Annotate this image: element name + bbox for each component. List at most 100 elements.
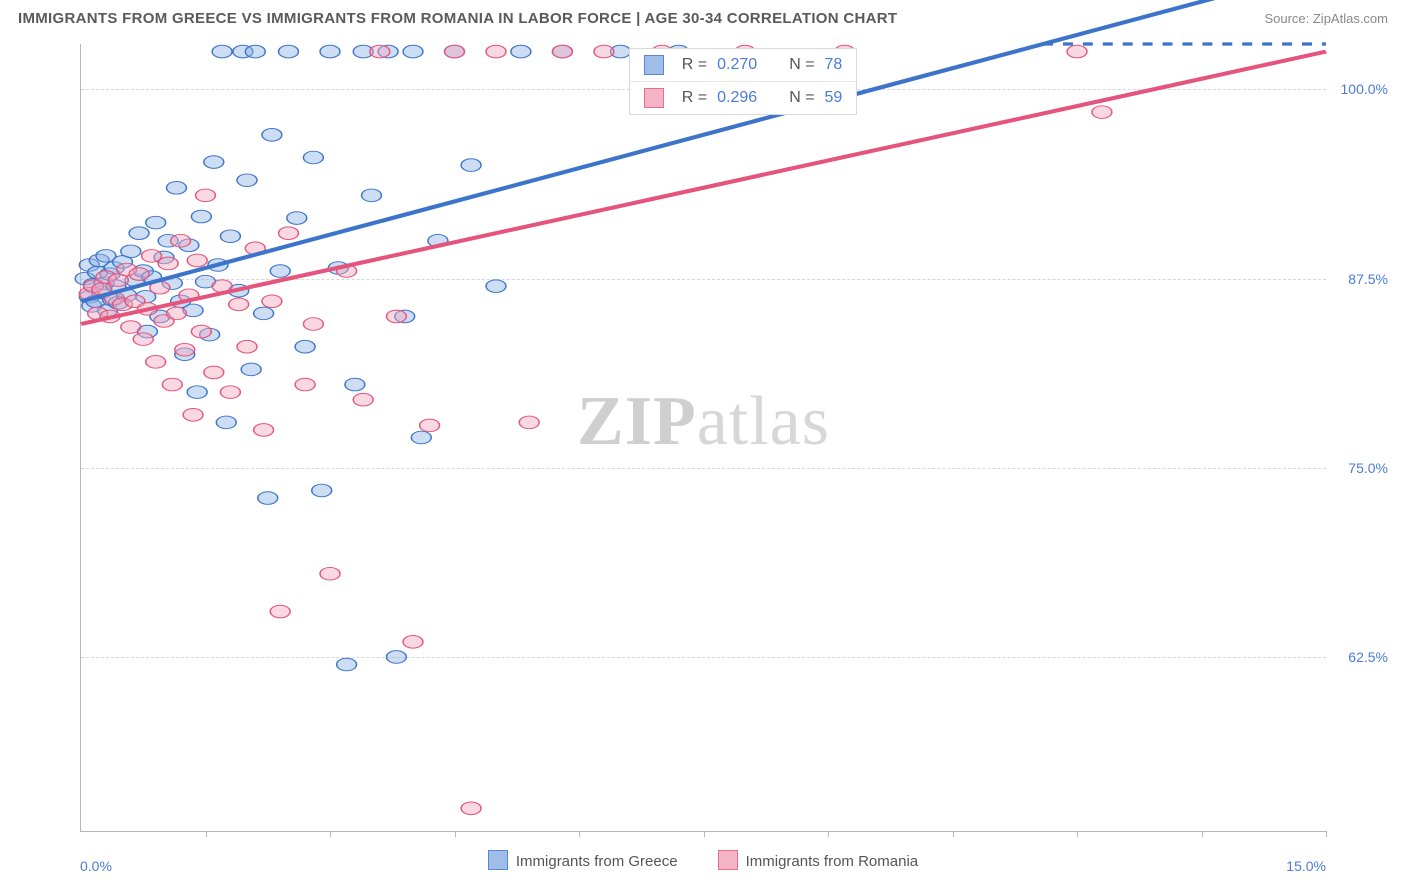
legend-R-value: 0.270 [717, 56, 757, 74]
scatter-point-romania [229, 298, 249, 311]
y-tick-label: 100.0% [1332, 81, 1388, 97]
series-label-greece: Immigrants from Greece [516, 853, 678, 870]
plot-area: ZIPatlas R =0.270N =78R =0.296N =59 62.5… [80, 44, 1326, 832]
trend-line-greece [81, 0, 1326, 301]
x-tick-mark [1202, 831, 1203, 837]
scatter-point-romania [129, 268, 149, 281]
scatter-point-romania [279, 227, 299, 240]
scatter-point-greece [279, 45, 299, 58]
scatter-point-greece [511, 45, 531, 58]
scatter-point-romania [254, 424, 274, 437]
x-tick-mark [455, 831, 456, 837]
scatter-point-greece [461, 159, 481, 172]
plot-area-wrap: ZIPatlas R =0.270N =78R =0.296N =59 62.5… [50, 44, 1388, 832]
scatter-point-romania [175, 343, 195, 356]
series-legend-item-greece: Immigrants from Greece [488, 850, 678, 870]
scatter-point-romania [386, 310, 406, 323]
scatter-point-greece [362, 189, 382, 202]
legend-N-value: 59 [825, 89, 843, 107]
legend-R-label: R = [682, 89, 707, 107]
scatter-point-romania [262, 295, 282, 308]
scatter-point-greece [337, 658, 357, 671]
scatter-point-romania [461, 802, 481, 815]
scatter-point-greece [320, 45, 340, 58]
series-label-romania: Immigrants from Romania [746, 853, 919, 870]
series-swatch-romania [718, 850, 738, 870]
series-swatch-greece [488, 850, 508, 870]
scatter-point-romania [121, 321, 141, 334]
scatter-point-greece [411, 431, 431, 444]
scatter-point-greece [270, 265, 290, 278]
scatter-point-greece [166, 181, 186, 194]
legend-N-label: N = [789, 89, 814, 107]
scatter-point-romania [353, 393, 373, 406]
legend-row-greece: R = 0.270 N = 78 [630, 49, 857, 82]
scatter-point-greece [486, 280, 506, 293]
scatter-point-romania [171, 234, 191, 247]
scatter-point-greece [262, 129, 282, 142]
scatter-point-greece [121, 245, 141, 258]
scatter-point-greece [345, 378, 365, 391]
y-tick-label: 75.0% [1332, 460, 1388, 476]
scatter-point-romania [191, 325, 211, 338]
scatter-point-romania [594, 45, 614, 58]
scatter-point-romania [142, 250, 162, 263]
scatter-point-greece [258, 492, 278, 505]
x-tick-mark [579, 831, 580, 837]
legend-swatch-greece [644, 55, 664, 75]
scatter-point-greece [403, 45, 423, 58]
legend-R-label: R = [682, 56, 707, 74]
chart-title: IMMIGRANTS FROM GREECE VS IMMIGRANTS FRO… [18, 10, 897, 27]
scatter-point-greece [204, 156, 224, 169]
x-tick-mark [206, 831, 207, 837]
scatter-point-greece [295, 340, 315, 353]
scatter-point-romania [1092, 106, 1112, 119]
source-credit: Source: ZipAtlas.com [1264, 11, 1388, 26]
scatter-point-romania [420, 419, 440, 432]
scatter-point-romania [220, 386, 240, 399]
scatter-point-greece [220, 230, 240, 243]
scatter-point-greece [187, 386, 207, 399]
scatter-point-romania [552, 45, 572, 58]
scatter-point-greece [129, 227, 149, 240]
scatter-point-romania [162, 378, 182, 391]
series-legend-item-romania: Immigrants from Romania [718, 850, 919, 870]
scatter-point-romania [196, 189, 216, 202]
scatter-point-greece [216, 416, 236, 429]
scatter-point-greece [146, 216, 166, 229]
scatter-point-greece [303, 151, 323, 164]
scatter-point-romania [133, 333, 153, 346]
scatter-point-greece [212, 45, 232, 58]
scatter-point-romania [303, 318, 323, 331]
legend-N-label: N = [789, 56, 814, 74]
scatter-point-romania [295, 378, 315, 391]
scatter-point-romania [445, 45, 465, 58]
chart-svg [81, 44, 1326, 831]
scatter-point-romania [1067, 45, 1087, 58]
scatter-point-romania [183, 409, 203, 422]
legend-swatch-romania [644, 88, 664, 108]
scatter-point-romania [486, 45, 506, 58]
scatter-point-greece [237, 174, 257, 187]
scatter-point-romania [519, 416, 539, 429]
legend-R-value: 0.296 [717, 89, 757, 107]
scatter-point-greece [287, 212, 307, 225]
scatter-point-romania [187, 254, 207, 267]
scatter-point-romania [204, 366, 224, 379]
x-tick-mark [330, 831, 331, 837]
scatter-point-romania [158, 257, 178, 270]
scatter-point-greece [254, 307, 274, 320]
source-link[interactable]: ZipAtlas.com [1313, 11, 1388, 26]
scatter-point-greece [191, 210, 211, 223]
scatter-point-romania [270, 605, 290, 618]
x-tick-mark [828, 831, 829, 837]
x-tick-mark [704, 831, 705, 837]
scatter-point-romania [320, 567, 340, 580]
correlation-legend: R = 0.270 N = 78 R = 0.296 N = 59 [629, 48, 858, 115]
x-tick-mark [1077, 831, 1078, 837]
y-tick-label: 87.5% [1332, 271, 1388, 287]
y-tick-label: 62.5% [1332, 649, 1388, 665]
scatter-point-romania [146, 356, 166, 369]
legend-N-value: 78 [825, 56, 843, 74]
scatter-point-romania [370, 45, 390, 58]
